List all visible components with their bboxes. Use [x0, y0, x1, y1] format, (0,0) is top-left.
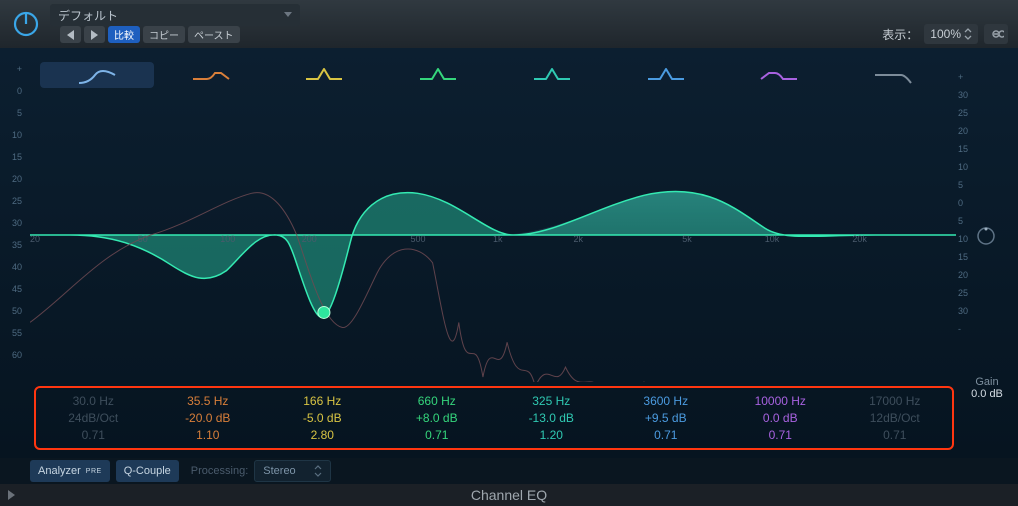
band-icon-7[interactable]: [836, 62, 950, 88]
chevron-down-icon: [284, 12, 292, 17]
eq-graph[interactable]: 20501002005001k2k5k10k20k: [30, 94, 956, 382]
play-icon[interactable]: [8, 490, 15, 500]
footer-title: Channel EQ: [471, 487, 547, 503]
zoom-dropdown[interactable]: 100%: [924, 24, 978, 44]
link-button[interactable]: [984, 24, 1008, 44]
qcouple-button[interactable]: Q-Couple: [116, 460, 179, 482]
compare-button[interactable]: 比較: [108, 26, 140, 43]
power-button[interactable]: [10, 8, 42, 40]
band-col-1[interactable]: 35.5 Hz -20.0 dB 1.10: [151, 392, 266, 444]
band-icon-3[interactable]: [381, 62, 495, 88]
band-icon-1[interactable]: [154, 62, 268, 88]
band-icon-row: [40, 62, 950, 88]
gain-knob[interactable]: [976, 226, 996, 246]
band-icon-4[interactable]: [495, 62, 609, 88]
band-params: 30.0 Hz 24dB/Oct 0.71 35.5 Hz -20.0 dB 1…: [34, 386, 954, 450]
preset-dropdown[interactable]: デフォルト: [50, 4, 300, 26]
processing-label: Processing:: [191, 465, 248, 477]
analyzer-button[interactable]: Analyzer PRE: [30, 460, 110, 482]
next-button[interactable]: [84, 26, 105, 43]
prev-button[interactable]: [60, 26, 81, 43]
band-icon-6[interactable]: [723, 62, 837, 88]
paste-button[interactable]: ペースト: [188, 26, 240, 43]
left-db-scale: +051015202530354045505560: [6, 64, 22, 372]
gain-panel: Gain 0.0 dB: [960, 376, 1014, 400]
band-col-2[interactable]: 166 Hz -5.0 dB 2.80: [265, 392, 380, 444]
band-col-6[interactable]: 10000 Hz 0.0 dB 0.71: [723, 392, 838, 444]
frequency-labels: 20501002005001k2k5k10k20k: [30, 234, 956, 248]
preset-label: デフォルト: [58, 7, 118, 24]
stereo-dropdown[interactable]: Stereo: [254, 460, 330, 482]
gain-label: Gain: [960, 376, 1014, 388]
copy-button[interactable]: コピー: [143, 26, 185, 43]
band-icon-5[interactable]: [609, 62, 723, 88]
band-col-7[interactable]: 17000 Hz 12dB/Oct 0.71: [838, 392, 953, 444]
band-icon-2[interactable]: [268, 62, 382, 88]
band-col-4[interactable]: 325 Hz -13.0 dB 1.20: [494, 392, 609, 444]
band-col-5[interactable]: 3600 Hz +9.5 dB 0.71: [609, 392, 724, 444]
band-icon-0[interactable]: [40, 62, 154, 88]
band-col-0[interactable]: 30.0 Hz 24dB/Oct 0.71: [36, 392, 151, 444]
display-label: 表示：: [882, 26, 918, 43]
right-db-scale: +30252015105051015202530-: [958, 72, 976, 342]
gain-value: 0.0 dB: [960, 388, 1014, 400]
band-col-3[interactable]: 660 Hz +8.0 dB 0.71: [380, 392, 495, 444]
